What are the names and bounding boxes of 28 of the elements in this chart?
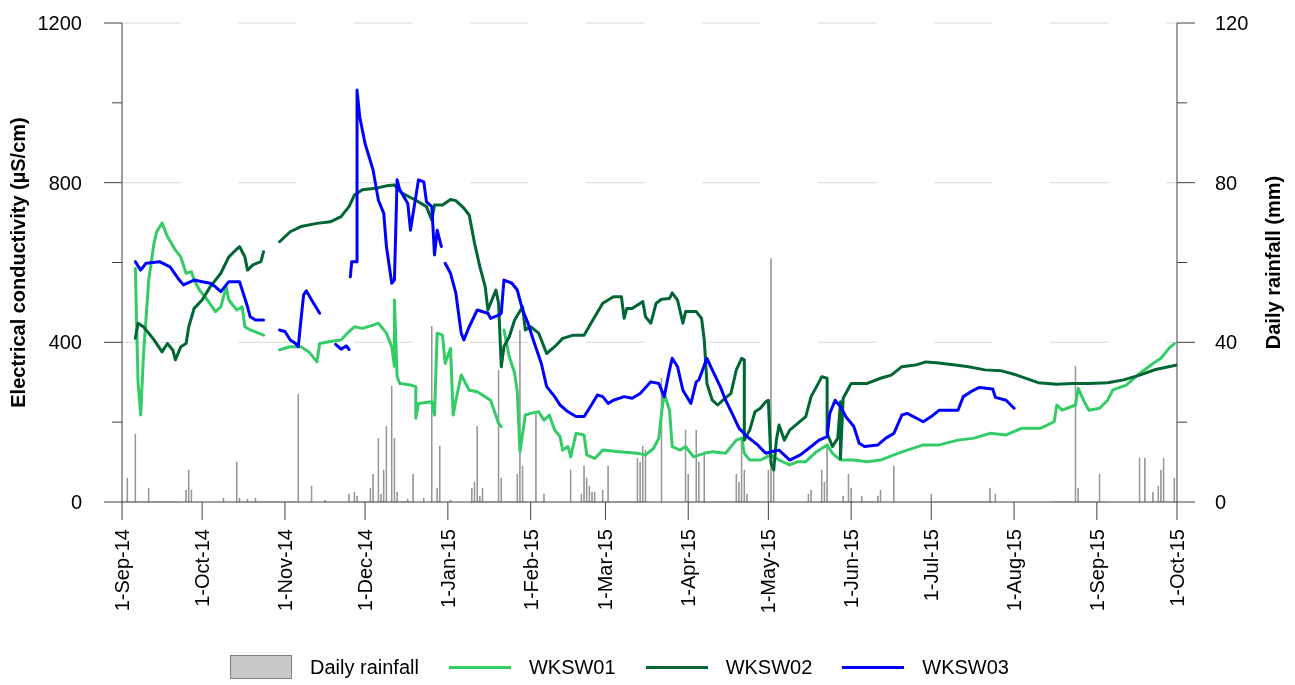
y-tick-label: 400 bbox=[48, 331, 82, 354]
x-tick-label: 1-Jul-15 bbox=[920, 529, 943, 602]
x-tick-label: 1-Dec-14 bbox=[354, 529, 377, 612]
y2-tick-label: 0 bbox=[1215, 491, 1227, 513]
y-tick-label: 0 bbox=[70, 491, 82, 513]
y2-tick-label: 120 bbox=[1215, 12, 1249, 34]
x-tick-label: 1-Jun-15 bbox=[840, 529, 863, 608]
x-tick-label: 1-Oct-15 bbox=[1166, 529, 1188, 607]
y2-tick-label: 80 bbox=[1215, 171, 1238, 194]
x-tick-label: 1-Sep-14 bbox=[111, 529, 133, 612]
x-tick-label: 1-Sep-15 bbox=[1085, 529, 1108, 612]
legend-label: WKSW01 bbox=[528, 655, 616, 679]
y-axis-title: Electrical conductivity (µS/cm) bbox=[7, 117, 29, 408]
x-tick-label: 1-Feb-15 bbox=[519, 529, 542, 611]
y-tick-label: 1200 bbox=[37, 12, 82, 34]
x-tick-label: 1-May-15 bbox=[757, 529, 780, 614]
legend-label: WKSW02 bbox=[725, 655, 813, 679]
x-tick-label: 1-Nov-14 bbox=[273, 529, 296, 612]
x-tick-label: 1-Jan-15 bbox=[436, 529, 459, 608]
x-tick-label: 1-Apr-15 bbox=[677, 529, 700, 607]
y2-axis-title: Daily rainfall (mm) bbox=[1262, 175, 1284, 350]
x-tick-label: 1-Mar-15 bbox=[594, 529, 617, 611]
y-tick-label: 800 bbox=[48, 171, 82, 194]
y2-tick-label: 40 bbox=[1215, 331, 1238, 354]
x-tick-label: 1-Aug-15 bbox=[1003, 529, 1026, 612]
x-tick-label: 1-Oct-14 bbox=[191, 529, 214, 607]
legend-label: WKSW03 bbox=[922, 655, 1009, 679]
legend-label: Daily rainfall bbox=[310, 655, 419, 679]
